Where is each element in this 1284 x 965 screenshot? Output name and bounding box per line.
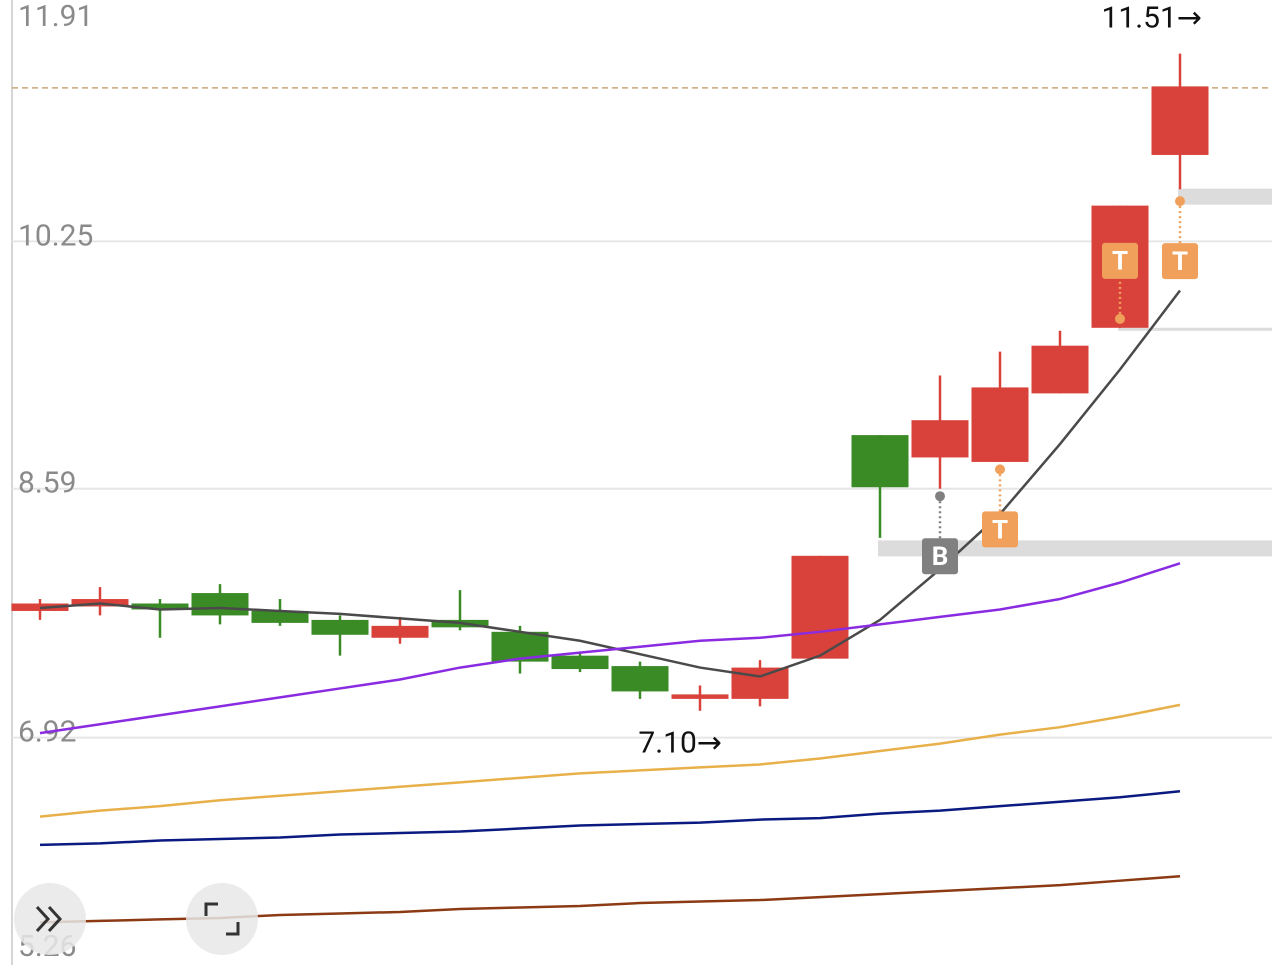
marker-label: B bbox=[932, 542, 949, 572]
marker-dot bbox=[1175, 196, 1185, 207]
button-bg[interactable] bbox=[186, 883, 258, 955]
marker-badge bbox=[922, 538, 958, 575]
candle-body bbox=[851, 435, 909, 488]
ma-line bbox=[39, 703, 1181, 818]
y-tick-label: 11.91 bbox=[18, 0, 93, 34]
marker-badge bbox=[1102, 242, 1138, 279]
candle-body bbox=[251, 610, 309, 623]
y-tick-label: 8.59 bbox=[18, 466, 77, 501]
candle-body bbox=[671, 694, 729, 699]
price-annotation: 11.51→ bbox=[1102, 1, 1203, 36]
button-expand[interactable] bbox=[14, 883, 86, 955]
candle-body bbox=[551, 655, 609, 670]
candle-body bbox=[131, 603, 189, 610]
candle-body bbox=[731, 667, 789, 699]
candle-body bbox=[191, 593, 249, 616]
price-annotation: 7.10→ bbox=[638, 726, 722, 761]
candle-body bbox=[371, 625, 429, 638]
button-icon[interactable] bbox=[35, 905, 63, 933]
ma-line bbox=[39, 790, 1181, 847]
candle-body bbox=[971, 387, 1029, 462]
marker-badge bbox=[1162, 243, 1198, 280]
marker-dot bbox=[995, 464, 1005, 475]
button-icon[interactable] bbox=[204, 902, 240, 936]
ma-line bbox=[39, 562, 1181, 735]
marker-badge bbox=[982, 511, 1018, 548]
marker-label: T bbox=[1172, 247, 1188, 277]
marker-label: T bbox=[1112, 247, 1128, 277]
candle-body bbox=[1031, 345, 1089, 394]
candle-body bbox=[1151, 86, 1209, 155]
ma-line bbox=[39, 289, 1181, 678]
button-fullscreen[interactable] bbox=[186, 883, 258, 955]
candle-body bbox=[791, 555, 849, 659]
candle-body bbox=[311, 619, 369, 635]
marker-dot bbox=[1115, 313, 1125, 324]
marker-dot bbox=[935, 491, 945, 502]
marker-label: T bbox=[992, 515, 1008, 545]
y-tick-label: 10.25 bbox=[18, 218, 93, 253]
candle-body bbox=[911, 420, 969, 458]
candle-body bbox=[611, 666, 669, 692]
